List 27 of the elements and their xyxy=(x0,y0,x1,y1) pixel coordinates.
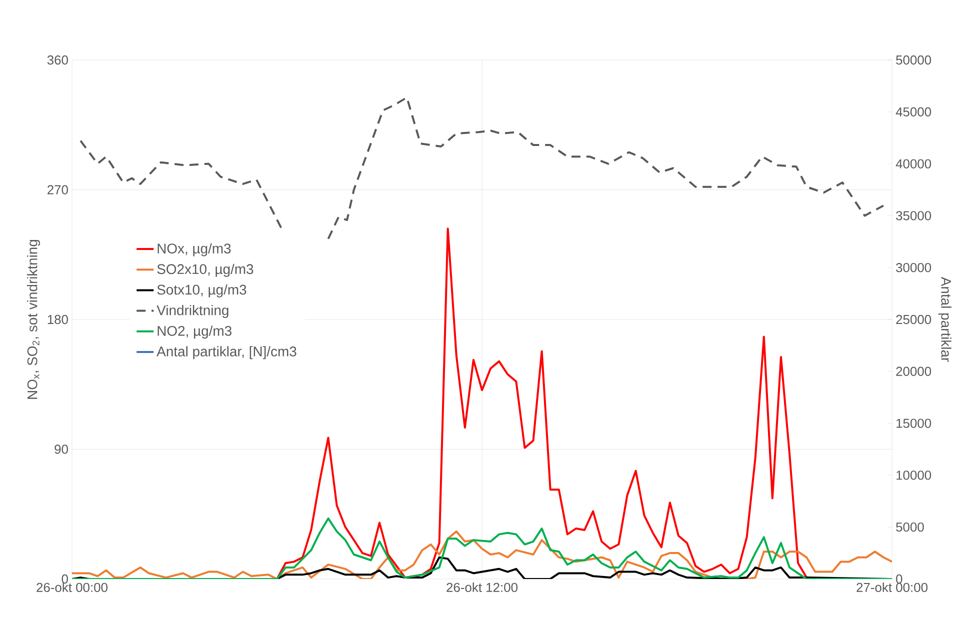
y2-tick-label: 25000 xyxy=(896,314,932,324)
y-axis-title: NO$_{x}$, SO$_{2}$, sot vindriktning xyxy=(27,240,40,399)
y2-tick-label: 20000 xyxy=(896,366,932,376)
legend-label: NOx, µg/m3 xyxy=(158,243,231,256)
y2-tick-label: 30000 xyxy=(896,263,932,272)
x-tick-label: 26-okt 00:00 xyxy=(36,582,108,592)
legend-label: Vindriktning xyxy=(156,304,228,318)
y2-tick-label: 50000 xyxy=(896,55,932,65)
y2-tick-label: 45000 xyxy=(896,107,932,116)
x-tick-label: 27-okt 00:00 xyxy=(856,582,928,592)
legend-label: Sotx10, µg/m3 xyxy=(157,284,246,298)
y2-tick-label: 0 xyxy=(896,574,902,584)
y2-tick-label: 35000 xyxy=(896,211,932,220)
y-tick-label: 270 xyxy=(48,185,68,194)
y-tick-label: 360 xyxy=(47,55,68,65)
y2-tick-label: 40000 xyxy=(896,159,932,168)
legend-label: SO2x10, µg/m3 xyxy=(157,264,254,277)
y-tick-label: 0 xyxy=(62,574,68,584)
y2-tick-label: 5000 xyxy=(896,522,924,532)
y2-axis-title: Antal partiklar xyxy=(938,276,952,362)
legend-label: NO2, µg/m3 xyxy=(158,326,232,339)
y-tick-label: 90 xyxy=(54,444,68,454)
y-tick-label: 180 xyxy=(48,314,68,324)
y2-tick-label: 10000 xyxy=(896,470,932,480)
legend-label: Antal partiklar, [N]/cm3 xyxy=(156,346,296,360)
x-tick-label: 26-okt 12:00 xyxy=(446,582,518,592)
y2-tick-label: 15000 xyxy=(896,418,932,428)
